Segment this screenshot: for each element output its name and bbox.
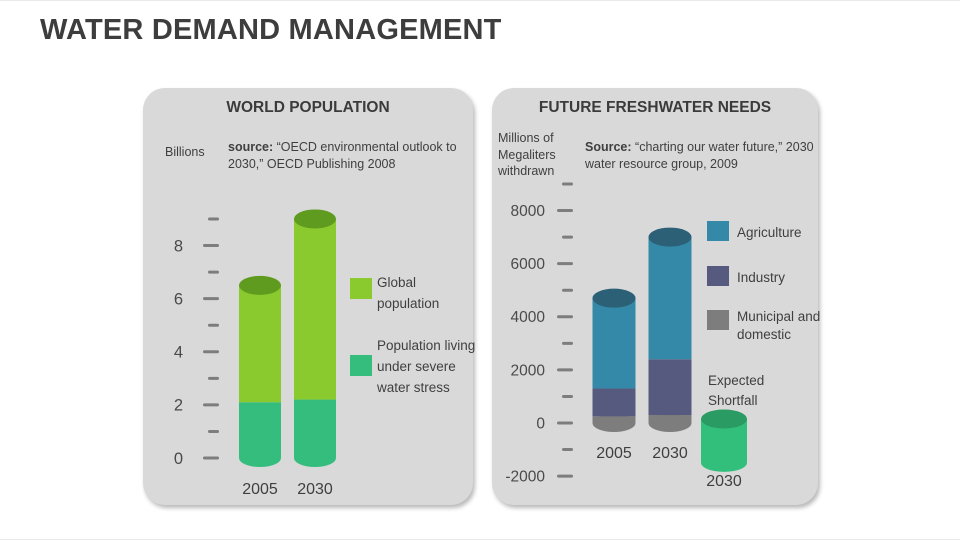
- legend-swatch-industry: [707, 266, 729, 286]
- axis-tick-label: 4: [174, 344, 183, 362]
- y-axis-unit-label: Millions of Megaliters withdrawn: [498, 131, 556, 178]
- axis-tick-label: 2000: [511, 362, 546, 379]
- axis-tick: [562, 341, 573, 345]
- axis-tick: [557, 262, 573, 266]
- axis-tick-label: 2: [174, 397, 183, 415]
- axis-tick-label: 6000: [511, 256, 546, 273]
- axis-tick: [562, 394, 573, 398]
- cylinder-segment: [648, 415, 692, 423]
- source-text: “charting our water future,” 2030 water …: [585, 140, 814, 171]
- legend-swatch-global-population: [350, 278, 372, 299]
- bar-2030: 2030: [294, 209, 336, 498]
- axis-tick-label: 4000: [511, 309, 546, 326]
- axis-tick: [557, 474, 573, 478]
- axis-tick: [562, 448, 573, 452]
- cylinder-segment: [294, 218, 336, 400]
- legend-swatch-municipal: [707, 310, 729, 330]
- bar-2030: 2030: [648, 227, 692, 462]
- axis-tick: [208, 270, 219, 274]
- y-axis: -2000 0 2000 4000 6000 8000: [505, 182, 573, 486]
- bar-2030: 2030: [701, 409, 747, 490]
- source-label: Source:: [585, 140, 632, 154]
- axis-tick: [562, 235, 573, 239]
- axis-tick: [208, 323, 219, 327]
- axis-tick: [208, 217, 219, 221]
- legend-label-water-stress: Population living under severe water str…: [377, 338, 476, 395]
- bar-2005: 2005: [592, 288, 636, 462]
- cylinder-segment: [648, 359, 692, 416]
- future-freshwater-title: FUTURE FRESHWATER NEEDS: [538, 99, 772, 116]
- source-citation: source: “OECD environmental outlook to 2…: [228, 139, 473, 173]
- cylinder-segment: [592, 416, 636, 423]
- cylinder-segment: [239, 402, 281, 458]
- cylinder-segment: [294, 399, 336, 458]
- cylinder-lid: [648, 227, 692, 247]
- source-label: source:: [228, 140, 274, 154]
- world-population-title: WORLD POPULATION: [226, 99, 390, 116]
- axis-tick: [562, 288, 573, 292]
- category-label: 2005: [596, 445, 632, 462]
- axis-tick-label: 6: [174, 290, 183, 308]
- source-citation: Source: “charting our water future,” 203…: [585, 139, 825, 173]
- legend-swatch-agriculture: [707, 221, 729, 241]
- category-label: 2030: [706, 473, 742, 490]
- axis-tick: [203, 244, 219, 248]
- expected-shortfall-label: Expected Shortfall: [708, 373, 765, 408]
- axis-tick: [203, 456, 219, 460]
- source-text: “OECD environmental outlook to 2030,” OE…: [228, 140, 457, 171]
- cylinder-lid: [294, 209, 336, 229]
- axis-tick: [562, 182, 573, 186]
- category-label: 2030: [297, 481, 333, 498]
- axis-tick: [203, 297, 219, 301]
- cylinder-lid: [592, 288, 636, 308]
- future-freshwater-chart: -2000 0 2000 4000 6000 8000 2005 2030 2030: [505, 182, 747, 490]
- world-population-panel: WORLD POPULATION Billions source: “OECD …: [143, 88, 475, 505]
- y-axis-unit-label: Billions: [165, 145, 205, 159]
- axis-tick: [557, 209, 573, 213]
- axis-tick: [557, 421, 573, 425]
- cylinder-segment: [239, 285, 281, 403]
- legend-swatch-water-stress: [350, 355, 372, 376]
- category-label: 2005: [242, 481, 278, 498]
- legend-label-agriculture: Agriculture: [737, 225, 802, 240]
- page-title: WATER DEMAND MANAGEMENT: [40, 14, 502, 46]
- cylinder-lid: [239, 275, 281, 295]
- axis-tick-label: 0: [174, 450, 183, 468]
- axis-tick-label: -2000: [505, 469, 545, 486]
- cylinder-segment: [592, 388, 636, 417]
- slide-top-edge: [0, 0, 960, 1]
- cylinder-segment: [592, 298, 636, 389]
- axis-tick: [203, 403, 219, 407]
- cylinder-lid: [701, 409, 747, 429]
- legend-label-industry: Industry: [737, 270, 786, 285]
- cylinder-segment: [648, 237, 692, 360]
- world-population-chart: 0 2 4 6 8 2005 2030: [174, 209, 336, 498]
- y-axis: 0 2 4 6 8: [174, 217, 219, 468]
- axis-tick: [557, 315, 573, 319]
- axis-tick: [208, 376, 219, 380]
- axis-tick: [203, 350, 219, 354]
- legend-label-global-population: Global population: [377, 275, 440, 311]
- category-label: 2030: [652, 445, 688, 462]
- axis-tick: [557, 368, 573, 372]
- axis-tick-label: 8: [174, 237, 183, 255]
- future-freshwater-needs-panel: FUTURE FRESHWATER NEEDS Millions of Mega…: [492, 88, 820, 505]
- legend-label-municipal: Municipal and domestic: [737, 309, 821, 342]
- bar-2005: 2005: [239, 275, 281, 498]
- axis-tick-label: 8000: [511, 203, 546, 220]
- axis-tick: [208, 429, 219, 433]
- axis-tick-label: 0: [536, 415, 545, 432]
